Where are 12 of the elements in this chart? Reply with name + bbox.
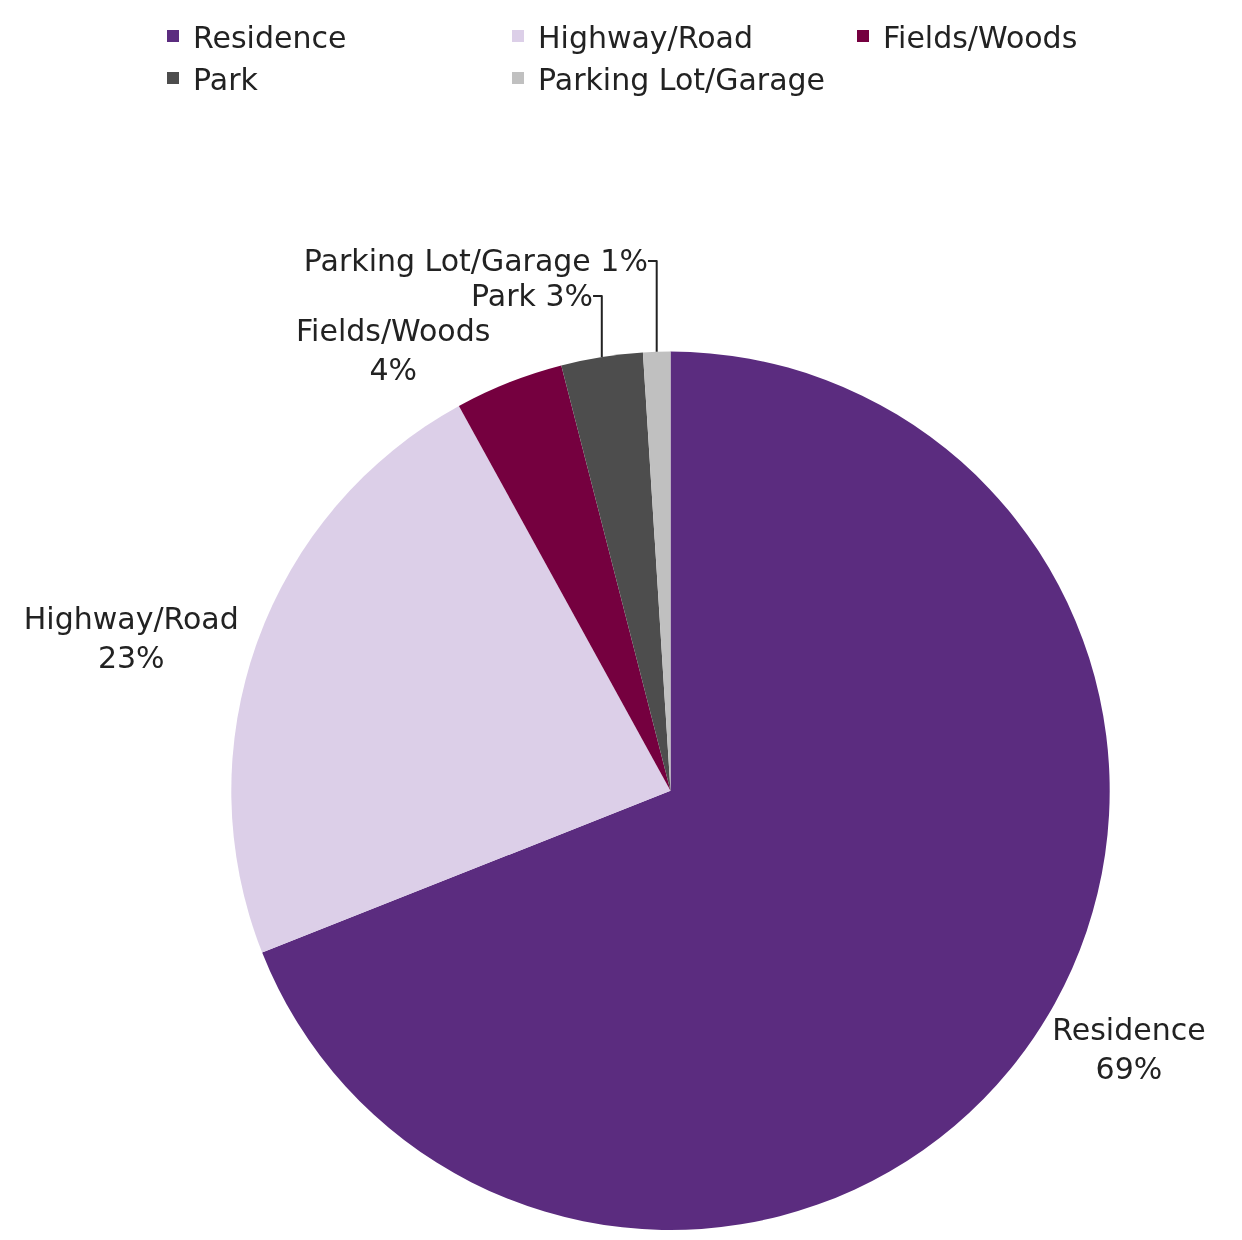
- legend-label: Park: [193, 61, 259, 97]
- legend-label: Residence: [193, 19, 347, 55]
- data-label: Residence 69%: [1052, 1012, 1206, 1087]
- data-label: Fields/Woods 4%: [296, 313, 491, 388]
- data-label: Highway/Road 23%: [23, 600, 239, 675]
- legend-label: Parking Lot/Garage: [538, 61, 826, 97]
- data-label: Park 3%: [471, 278, 594, 314]
- legend-label: Highway/Road: [538, 19, 754, 55]
- data-label: Parking Lot/Garage 1%: [303, 243, 648, 279]
- pie-slice: [458, 365, 671, 791]
- legend-label: Fields/Woods: [883, 19, 1078, 55]
- pie-slice: [642, 351, 671, 791]
